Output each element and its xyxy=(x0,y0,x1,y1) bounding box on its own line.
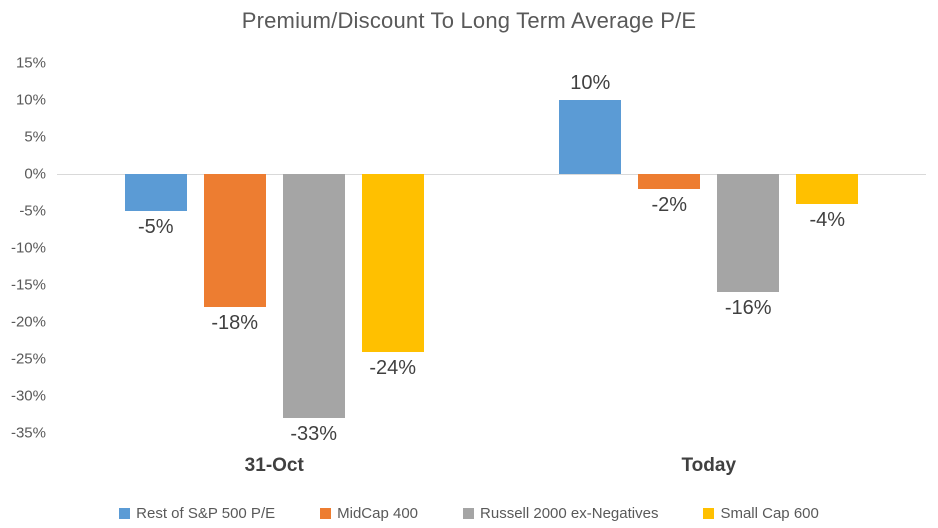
legend-label: Russell 2000 ex-Negatives xyxy=(480,505,659,522)
zero-gridline xyxy=(57,174,926,175)
bar-rest-of-s-p-500-p-e-31-oct xyxy=(124,174,187,211)
data-label-russell-2000-ex-negatives-today: -16% xyxy=(724,297,772,320)
data-label-rest-of-s-p-500-p-e-today: 10% xyxy=(570,72,611,94)
y-axis-tick-15: 15% xyxy=(15,54,46,72)
legend-item-rest-of-s-p-500-p-e: Rest of S&P 500 P/E xyxy=(119,505,275,522)
legend-item-midcap-400: MidCap 400 xyxy=(320,505,418,522)
data-label-russell-2000-ex-negatives-31-oct: -33% xyxy=(290,423,338,446)
bar-russell-2000-ex-negatives-today xyxy=(717,174,780,293)
legend-swatch-icon xyxy=(119,508,131,519)
y-axis-tick-30: -30% xyxy=(10,387,46,405)
bar-russell-2000-ex-negatives-31-oct xyxy=(282,174,345,419)
y-axis-tick-10: -10% xyxy=(10,239,46,257)
legend-label: Small Cap 600 xyxy=(720,505,819,522)
y-axis-tick-35: -35% xyxy=(10,424,46,442)
y-axis-tick-10: 10% xyxy=(15,91,46,109)
legend-label: MidCap 400 xyxy=(337,505,419,522)
data-label-midcap-400-today: -2% xyxy=(651,193,688,216)
y-axis-tick-25: -25% xyxy=(10,350,46,368)
legend-label: Rest of S&P 500 P/E xyxy=(136,505,276,522)
y-axis-tick-0: 0% xyxy=(24,165,46,183)
category-label-today: Today xyxy=(681,455,737,476)
bar-rest-of-s-p-500-p-e-today xyxy=(559,100,622,174)
y-axis-tick-5: 5% xyxy=(24,128,46,146)
legend-swatch-icon xyxy=(703,508,715,519)
legend-swatch-icon xyxy=(463,508,475,519)
legend-item-small-cap-600: Small Cap 600 xyxy=(703,505,819,522)
bar-small-cap-600-today xyxy=(796,174,859,204)
legend-item-russell-2000-ex-negatives: Russell 2000 ex-Negatives xyxy=(463,505,658,522)
bar-midcap-400-today xyxy=(638,174,701,189)
y-axis-tick-15: -15% xyxy=(10,276,46,294)
data-label-small-cap-600-today: -4% xyxy=(809,208,846,231)
chart-title: Premium/Discount To Long Term Average P/… xyxy=(241,8,697,33)
bar-midcap-400-31-oct xyxy=(203,174,266,308)
data-label-rest-of-s-p-500-p-e-31-oct: -5% xyxy=(137,216,174,238)
y-axis-tick-5: -5% xyxy=(19,202,46,220)
data-label-small-cap-600-31-oct: -24% xyxy=(369,356,417,379)
y-axis-tick-20: -20% xyxy=(10,313,46,331)
category-label-31-oct: 31-Oct xyxy=(244,455,304,476)
bar-small-cap-600-31-oct xyxy=(361,174,424,352)
data-label-midcap-400-31-oct: -18% xyxy=(211,312,259,335)
legend: Rest of S&P 500 P/E MidCap 400 Russell 200… xyxy=(0,505,938,522)
legend-swatch-icon xyxy=(320,508,332,519)
